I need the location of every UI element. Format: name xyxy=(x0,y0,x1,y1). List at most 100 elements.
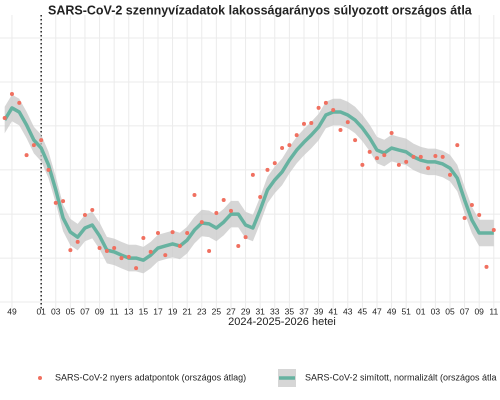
raw-point xyxy=(24,153,29,158)
x-tick-label: 35 xyxy=(285,306,295,316)
x-tick-label: 27 xyxy=(226,306,236,316)
x-tick-label: 01 xyxy=(36,306,46,316)
raw-point xyxy=(170,230,175,235)
raw-point xyxy=(243,235,248,240)
x-tick-label: 29 xyxy=(241,306,251,316)
raw-point xyxy=(199,220,204,225)
raw-point xyxy=(338,128,343,133)
legend-label: SARS-CoV-2 nyers adatpontok (országos át… xyxy=(55,372,246,382)
raw-point xyxy=(469,202,474,207)
raw-point xyxy=(265,167,270,172)
raw-point xyxy=(228,208,233,213)
raw-point xyxy=(418,154,423,159)
raw-point xyxy=(382,153,387,158)
x-tick-label: 11 xyxy=(489,306,498,316)
raw-point xyxy=(309,120,314,125)
raw-point xyxy=(141,236,146,241)
x-tick-label: 45 xyxy=(358,306,368,316)
raw-point xyxy=(97,246,102,251)
raw-point xyxy=(104,249,109,253)
raw-point xyxy=(207,249,212,253)
raw-point xyxy=(214,210,219,215)
raw-point xyxy=(134,266,139,271)
raw-point xyxy=(126,254,131,259)
x-tick-label: 37 xyxy=(299,306,309,316)
legend-marker xyxy=(38,376,42,380)
x-tick-label: 19 xyxy=(168,306,178,316)
x-tick-label: 07 xyxy=(460,306,470,316)
raw-point xyxy=(2,115,7,120)
x-tick-label: 43 xyxy=(343,306,353,316)
raw-point xyxy=(323,100,328,105)
raw-point xyxy=(433,154,438,159)
raw-point xyxy=(353,138,358,143)
x-tick-label: 17 xyxy=(153,306,163,316)
x-tick-label: 11 xyxy=(110,306,119,316)
raw-point xyxy=(294,133,299,138)
raw-point xyxy=(53,200,58,205)
raw-point xyxy=(280,146,285,151)
x-tick-label: 47 xyxy=(372,306,382,316)
raw-point xyxy=(75,239,80,244)
raw-point xyxy=(447,172,452,177)
raw-point xyxy=(221,197,226,202)
raw-point xyxy=(90,207,95,212)
raw-point xyxy=(411,154,416,159)
x-tick-label: 03 xyxy=(51,306,61,316)
raw-point xyxy=(177,243,182,248)
x-tick-label: 03 xyxy=(431,306,441,316)
raw-point xyxy=(31,143,36,148)
raw-point xyxy=(61,199,66,204)
raw-point xyxy=(345,120,350,125)
raw-point xyxy=(426,166,431,171)
raw-point xyxy=(367,149,372,154)
raw-point xyxy=(119,256,124,261)
raw-point xyxy=(39,138,44,143)
x-tick-label: 31 xyxy=(255,306,265,316)
raw-point xyxy=(455,143,460,148)
raw-point xyxy=(287,143,292,148)
raw-point xyxy=(46,167,51,172)
raw-point xyxy=(192,192,197,197)
raw-point xyxy=(148,249,153,254)
x-tick-label: 01 xyxy=(416,306,426,316)
raw-point xyxy=(9,92,14,97)
x-axis-title: 2024-2025-2026 hetei xyxy=(228,316,336,328)
raw-point xyxy=(250,172,255,177)
x-tick-label: 41 xyxy=(328,306,338,316)
raw-point xyxy=(163,253,168,258)
x-tick-label: 15 xyxy=(139,306,149,316)
x-tick-label: 07 xyxy=(80,306,90,316)
legend-label: SARS-CoV-2 simított, normalizált (ország… xyxy=(305,372,497,382)
raw-point xyxy=(462,215,467,220)
raw-point xyxy=(374,156,379,161)
raw-point xyxy=(82,213,87,218)
raw-point xyxy=(484,264,489,269)
x-tick-label: 39 xyxy=(314,306,324,316)
x-tick-label: 51 xyxy=(401,306,411,316)
raw-point xyxy=(301,121,306,126)
raw-point xyxy=(316,105,321,110)
raw-point xyxy=(185,231,190,236)
x-tick-label: 05 xyxy=(66,306,76,316)
chart-title: SARS-CoV-2 szennyvízadatok lakosságarány… xyxy=(48,3,473,17)
raw-point xyxy=(404,159,409,164)
x-tick-label: 05 xyxy=(445,306,455,316)
raw-point xyxy=(477,213,482,218)
raw-point xyxy=(272,161,277,166)
raw-point xyxy=(68,248,73,253)
raw-point xyxy=(396,162,401,167)
raw-point xyxy=(236,243,241,248)
raw-point xyxy=(112,246,117,251)
raw-point xyxy=(155,231,160,236)
raw-point xyxy=(17,100,22,105)
x-tick-label: 23 xyxy=(197,306,207,316)
x-tick-label: 21 xyxy=(182,306,192,316)
raw-point xyxy=(389,131,394,135)
raw-point xyxy=(331,107,336,112)
raw-point xyxy=(360,162,365,167)
x-tick-label: 25 xyxy=(212,306,222,316)
raw-point xyxy=(258,195,263,200)
